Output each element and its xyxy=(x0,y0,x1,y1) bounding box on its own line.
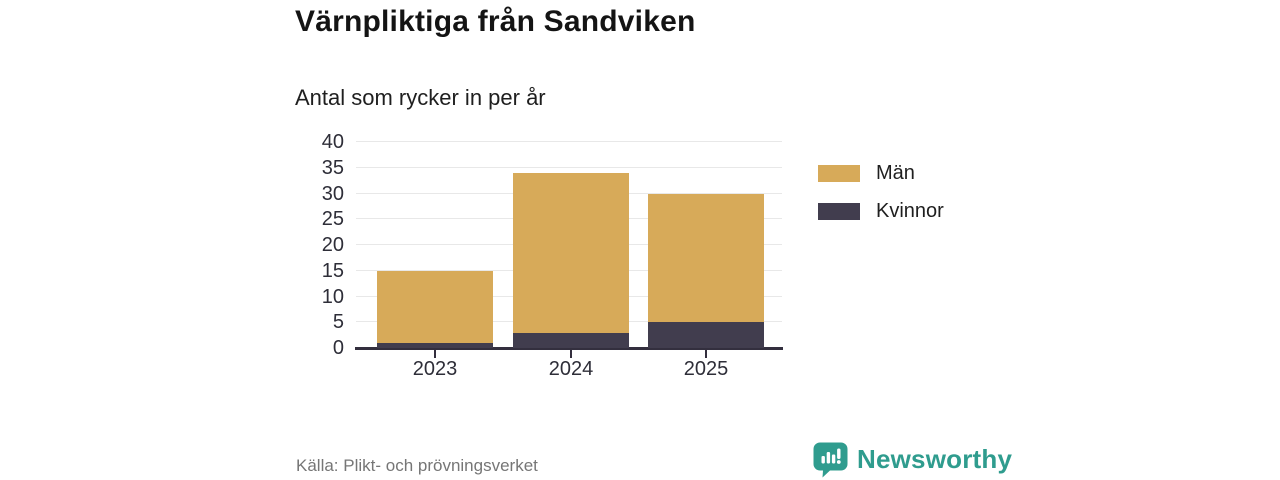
y-axis-tick-label: 25 xyxy=(321,208,344,231)
bar-segment-2024-Kvinnor xyxy=(513,332,629,348)
x-axis-tick-2023 xyxy=(434,350,436,358)
bar-segment-2023-Män xyxy=(377,270,493,343)
y-axis-tick-label: 20 xyxy=(321,234,344,256)
brand: Newsworthy xyxy=(812,441,1012,478)
brand-name: Newsworthy xyxy=(857,444,1013,474)
gridline-40 xyxy=(356,141,782,142)
x-axis-tick-label: 2024 xyxy=(548,358,594,380)
bar-segment-2025-Kvinnor xyxy=(648,322,764,348)
y-axis-tick-label: 10 xyxy=(321,285,344,308)
bar-segment-2025-Män xyxy=(648,193,764,323)
y-axis-tick-label: 40 xyxy=(321,131,344,153)
source-text: Källa: Plikt- och prövningsverket xyxy=(296,456,538,475)
chart-subtitle: Antal som rycker in per år xyxy=(295,85,546,110)
y-axis-tick-label: 35 xyxy=(321,156,344,179)
bar-segment-2023-Kvinnor xyxy=(377,342,493,348)
legend-label: Män xyxy=(876,162,915,184)
y-axis-tick-label: 15 xyxy=(321,259,344,282)
y-axis-tick-label: 30 xyxy=(321,182,344,205)
bar-segment-2024-Män xyxy=(513,172,629,333)
legend: Män Kvinnor xyxy=(818,162,944,238)
y-axis-tick-label: 0 xyxy=(332,337,344,359)
x-axis-tick-label: 2025 xyxy=(683,358,729,380)
x-axis-line xyxy=(355,347,783,350)
chart-title: Värnpliktiga från Sandviken xyxy=(295,5,696,38)
y-axis-tick-label: 5 xyxy=(332,311,344,334)
legend-swatch-Män xyxy=(818,165,860,182)
legend-swatch-Kvinnor xyxy=(818,203,860,220)
gridline-35 xyxy=(356,166,782,168)
x-axis-tick-2024 xyxy=(570,350,572,358)
x-axis-tick-2025 xyxy=(705,350,707,358)
legend-item-Män: Män xyxy=(818,162,944,185)
legend-label: Kvinnor xyxy=(876,200,944,222)
plot-area: 0 5 10 15 20 25 30 35 40 2023 2024 2025 xyxy=(322,131,783,380)
newsworthy-logo-icon xyxy=(813,442,848,478)
legend-item-Kvinnor: Kvinnor xyxy=(818,200,944,223)
x-axis-tick-label: 2023 xyxy=(412,358,458,380)
